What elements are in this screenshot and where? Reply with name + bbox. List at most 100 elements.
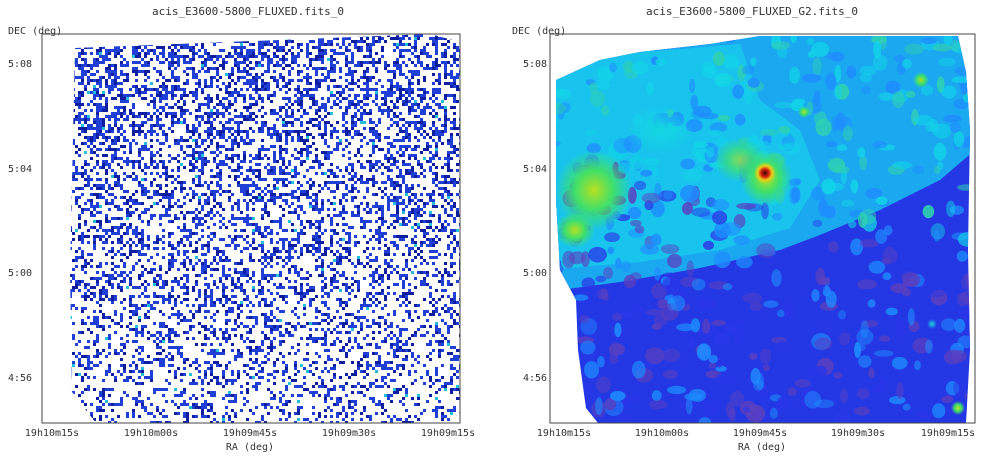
count-pixel — [102, 136, 105, 139]
count-pixel — [174, 85, 177, 88]
count-pixel — [387, 64, 390, 67]
count-pixel — [207, 100, 210, 103]
count-pixel — [183, 94, 186, 97]
count-pixel — [102, 271, 105, 274]
count-pixel — [96, 193, 99, 196]
count-pixel — [276, 112, 279, 115]
count-pixel — [204, 37, 207, 40]
count-pixel — [165, 85, 168, 88]
count-pixel — [270, 304, 273, 307]
count-pixel — [450, 133, 453, 136]
count-pixel — [420, 241, 423, 244]
count-pixel — [261, 82, 264, 85]
count-pixel — [177, 49, 180, 52]
count-pixel — [351, 262, 354, 265]
count-pixel — [183, 244, 186, 247]
count-pixel — [96, 235, 99, 238]
count-pixel — [306, 154, 309, 157]
count-pixel — [288, 37, 291, 40]
count-pixel — [198, 175, 201, 178]
count-pixel — [399, 175, 402, 178]
count-pixel — [336, 145, 339, 148]
count-pixel — [276, 196, 279, 199]
count-pixel — [150, 172, 153, 175]
count-pixel — [384, 97, 387, 100]
count-pixel — [225, 88, 228, 91]
count-pixel — [198, 217, 201, 220]
count-pixel — [291, 124, 294, 127]
count-pixel — [249, 49, 252, 52]
count-pixel — [120, 133, 123, 136]
count-pixel — [180, 277, 183, 280]
count-pixel — [147, 112, 150, 115]
count-pixel — [384, 109, 387, 112]
count-pixel — [207, 103, 210, 106]
count-pixel — [165, 139, 168, 142]
count-pixel — [66, 274, 69, 277]
count-pixel — [168, 52, 171, 55]
count-pixel — [348, 298, 351, 301]
count-pixel — [243, 289, 246, 292]
count-pixel — [72, 286, 75, 289]
count-pixel — [72, 37, 75, 40]
count-pixel — [384, 220, 387, 223]
count-pixel — [432, 262, 435, 265]
count-pixel — [99, 94, 102, 97]
count-pixel — [456, 85, 459, 88]
count-pixel — [453, 229, 456, 232]
count-pixel — [66, 184, 69, 187]
count-pixel — [237, 121, 240, 124]
count-pixel — [207, 55, 210, 58]
count-pixel — [273, 40, 276, 43]
count-pixel — [228, 235, 231, 238]
count-pixel — [195, 97, 198, 100]
count-pixel — [108, 187, 111, 190]
count-pixel — [378, 58, 381, 61]
count-pixel — [258, 172, 261, 175]
count-pixel — [291, 244, 294, 247]
count-pixel — [204, 283, 207, 286]
count-pixel — [156, 184, 159, 187]
count-pixel — [123, 232, 126, 235]
count-pixel — [294, 118, 297, 121]
count-pixel — [285, 262, 288, 265]
count-pixel — [102, 196, 105, 199]
count-pixel — [276, 43, 279, 46]
count-pixel — [327, 43, 330, 46]
count-pixel — [123, 73, 126, 76]
count-pixel — [414, 43, 417, 46]
count-pixel — [390, 271, 393, 274]
count-pixel — [423, 109, 426, 112]
count-pixel — [156, 79, 159, 82]
count-pixel — [447, 247, 450, 250]
count-pixel — [426, 226, 429, 229]
count-pixel — [333, 208, 336, 211]
count-pixel — [297, 118, 300, 121]
count-pixel — [450, 178, 453, 181]
count-pixel — [372, 43, 375, 46]
count-pixel — [234, 247, 237, 250]
count-pixel — [357, 130, 360, 133]
count-pixel — [189, 154, 192, 157]
count-pixel — [312, 238, 315, 241]
count-pixel — [174, 52, 177, 55]
count-pixel — [369, 208, 372, 211]
count-pixel — [207, 283, 210, 286]
count-pixel — [132, 160, 135, 163]
count-pixel — [456, 229, 459, 232]
count-pixel — [153, 268, 156, 271]
count-pixel — [417, 79, 420, 82]
count-pixel — [81, 250, 84, 253]
count-pixel — [219, 298, 222, 301]
count-pixel — [288, 280, 291, 283]
count-pixel — [261, 286, 264, 289]
count-pixel — [351, 121, 354, 124]
count-pixel — [348, 70, 351, 73]
count-pixel — [93, 91, 96, 94]
count-pixel — [84, 73, 87, 76]
count-pixel — [45, 142, 48, 145]
count-pixel — [282, 148, 285, 151]
count-pixel — [135, 160, 138, 163]
count-pixel — [372, 193, 375, 196]
count-pixel — [153, 292, 156, 295]
